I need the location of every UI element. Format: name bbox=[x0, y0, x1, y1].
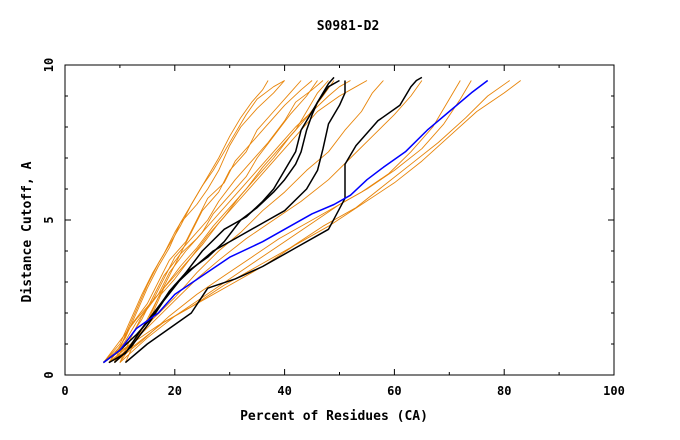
series-line bbox=[113, 80, 285, 363]
highlight-series-line bbox=[102, 79, 489, 364]
x-tick-label: 60 bbox=[387, 384, 401, 398]
series-layer bbox=[102, 76, 521, 364]
x-tick-label: 80 bbox=[497, 384, 511, 398]
x-tick-label: 40 bbox=[277, 384, 291, 398]
reference-series-line bbox=[108, 80, 346, 364]
series-line bbox=[103, 80, 368, 363]
series-line bbox=[124, 80, 351, 363]
series-line bbox=[103, 80, 269, 363]
chart-title: S0981-D2 bbox=[317, 19, 380, 34]
x-tick-label: 100 bbox=[603, 384, 625, 398]
series-line bbox=[108, 80, 423, 363]
series-line bbox=[108, 80, 324, 363]
x-tick-label: 0 bbox=[61, 384, 68, 398]
x-tick-label: 20 bbox=[168, 384, 182, 398]
reference-series-line bbox=[102, 79, 340, 364]
plot-frame bbox=[64, 64, 615, 376]
series-line bbox=[119, 80, 472, 363]
y-axis-label: Distance Cutoff, A bbox=[20, 161, 35, 302]
series-line bbox=[119, 80, 329, 363]
series-line bbox=[103, 80, 313, 363]
series-line bbox=[114, 80, 461, 363]
series-line bbox=[114, 80, 302, 363]
x-axis-label: Percent of Residues (CA) bbox=[240, 409, 428, 424]
y-tick-label: 10 bbox=[42, 58, 56, 72]
series-line bbox=[108, 80, 285, 363]
series-line bbox=[108, 80, 521, 363]
y-tick-label: 5 bbox=[42, 216, 56, 223]
series-line bbox=[119, 80, 318, 363]
reference-series-line bbox=[124, 76, 423, 364]
y-tick-label: 0 bbox=[42, 371, 56, 378]
axes-layer: 0 20 40 60 80 100 0 5 10 bbox=[42, 58, 625, 398]
reference-series-line bbox=[113, 76, 335, 364]
